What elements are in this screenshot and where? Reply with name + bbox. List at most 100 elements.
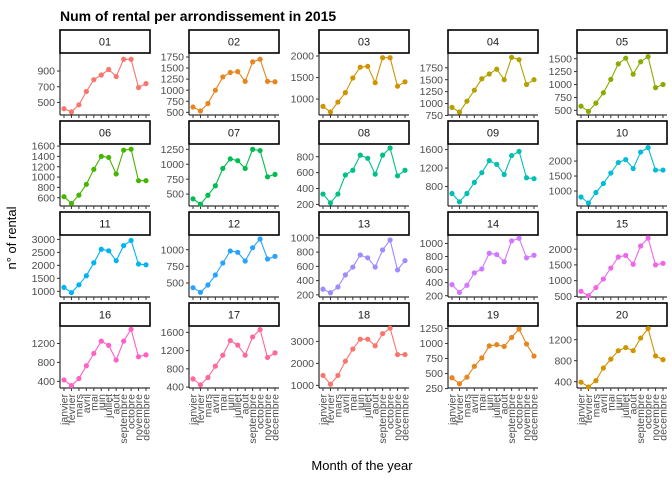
data-point bbox=[113, 73, 119, 80]
data-point bbox=[402, 351, 408, 358]
data-point bbox=[645, 54, 651, 60]
facet-panel-19: 19 250 500 750 1000 1250 janvierfévriermarsavr… bbox=[420, 302, 541, 444]
x-tick-label: février bbox=[66, 394, 78, 424]
y-tick-label: 400 bbox=[37, 376, 55, 388]
facet-strip-label: 20 bbox=[616, 310, 628, 322]
data-point bbox=[372, 80, 378, 86]
data-point bbox=[402, 167, 408, 173]
data-point bbox=[272, 171, 278, 178]
y-tick-label: 600 bbox=[425, 264, 443, 276]
data-point bbox=[615, 61, 621, 67]
data-point bbox=[645, 235, 651, 241]
x-tick-label: août bbox=[370, 394, 382, 415]
facet-strip bbox=[576, 211, 668, 236]
facet-strip bbox=[59, 211, 151, 236]
data-point bbox=[357, 336, 363, 342]
x-tick-label: avril bbox=[81, 394, 93, 413]
y-tick-label: 800 bbox=[296, 151, 314, 163]
data-point bbox=[494, 66, 500, 72]
y-tick-label: 1000 bbox=[291, 232, 315, 244]
data-point bbox=[509, 334, 515, 341]
facet-strip bbox=[188, 29, 280, 54]
data-point bbox=[531, 353, 537, 359]
y-tick-label: 1400 bbox=[32, 151, 56, 163]
data-point bbox=[372, 171, 378, 177]
data-point bbox=[264, 78, 271, 84]
data-point bbox=[531, 252, 537, 258]
x-tick-label: avril bbox=[469, 394, 481, 413]
x-tick-label: juin bbox=[613, 394, 625, 412]
y-tick-label: 1500 bbox=[291, 72, 315, 84]
y-tick-label: 750 bbox=[425, 353, 443, 365]
data-point bbox=[630, 261, 636, 267]
y-tick-label: 2000 bbox=[32, 260, 56, 272]
data-point bbox=[113, 357, 119, 363]
x-tick-label: novembre bbox=[521, 394, 533, 441]
facet-strip bbox=[318, 302, 410, 327]
data-point bbox=[91, 260, 97, 266]
data-point bbox=[494, 251, 500, 258]
data-point bbox=[242, 258, 248, 264]
data-point bbox=[660, 167, 666, 173]
x-tick-label: février bbox=[583, 394, 595, 424]
data-point bbox=[456, 381, 463, 387]
facet-panel-13: 13 200 400 600 800 1000 bbox=[291, 211, 410, 301]
series-line bbox=[451, 328, 535, 385]
data-point bbox=[615, 254, 621, 260]
data-point bbox=[531, 176, 537, 182]
data-point bbox=[449, 190, 455, 197]
y-tick-label: 1750 bbox=[420, 62, 444, 74]
facet-strip-label: 19 bbox=[487, 310, 499, 322]
x-tick-label: juillet bbox=[362, 394, 374, 419]
x-tick-label: juin bbox=[96, 394, 108, 412]
x-tick-label: novembre bbox=[392, 394, 404, 441]
data-point bbox=[600, 180, 606, 187]
data-point bbox=[220, 352, 226, 358]
x-tick-label: décembre bbox=[658, 394, 670, 441]
data-point bbox=[593, 100, 599, 106]
y-tick-label: 750 bbox=[425, 110, 443, 122]
facet-strip-label: 11 bbox=[99, 219, 110, 231]
y-tick-label: 1250 bbox=[420, 86, 444, 98]
data-point bbox=[61, 284, 67, 291]
y-tick-label: 1500 bbox=[161, 63, 185, 75]
data-point bbox=[615, 159, 621, 166]
x-tick-label: octobre bbox=[643, 394, 655, 429]
x-tick-label: mars bbox=[73, 394, 85, 417]
data-point bbox=[135, 261, 142, 267]
facet-strip bbox=[59, 302, 151, 327]
y-tick-label: 200 bbox=[296, 199, 314, 211]
data-point bbox=[464, 374, 470, 380]
data-point bbox=[449, 104, 455, 110]
data-point bbox=[220, 74, 226, 80]
series-line bbox=[451, 56, 535, 113]
series-line bbox=[322, 327, 405, 386]
data-point bbox=[608, 76, 614, 82]
y-tick-label: 400 bbox=[425, 277, 443, 289]
data-point bbox=[106, 66, 112, 73]
y-tick-label: 1250 bbox=[549, 66, 573, 78]
data-point bbox=[486, 158, 492, 164]
data-point bbox=[630, 348, 636, 354]
data-point bbox=[220, 260, 226, 266]
x-tick-label: juillet bbox=[620, 394, 632, 419]
data-point bbox=[350, 264, 356, 270]
y-tick-label: 400 bbox=[296, 183, 314, 195]
data-point bbox=[365, 336, 371, 342]
data-point bbox=[494, 342, 500, 348]
facet-strip bbox=[318, 120, 410, 145]
data-point bbox=[608, 265, 614, 271]
data-point bbox=[143, 81, 149, 87]
y-tick-label: 1750 bbox=[161, 52, 185, 64]
data-point bbox=[342, 90, 348, 96]
facet-panel-09: 09 800 1200 1600 bbox=[420, 120, 539, 209]
series-line bbox=[580, 146, 663, 204]
chart-title: Num of rental per arrondissement in 2015 bbox=[60, 8, 336, 24]
y-tick-label: 1000 bbox=[161, 244, 185, 256]
facet-strip-label: 15 bbox=[616, 219, 628, 231]
series-line bbox=[580, 55, 664, 113]
series-line bbox=[580, 327, 664, 388]
